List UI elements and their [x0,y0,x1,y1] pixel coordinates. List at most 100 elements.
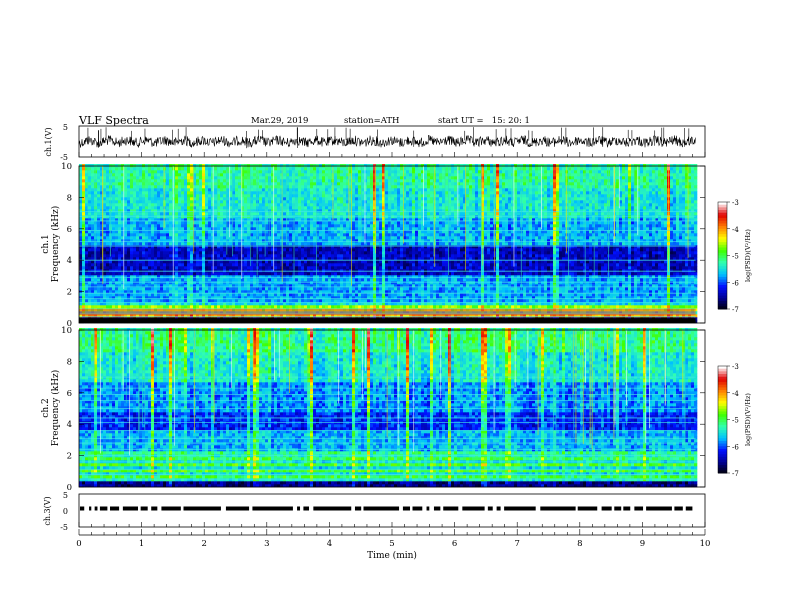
spectrogram-cell [214,284,218,288]
spectrogram-cell [334,293,338,297]
spectrogram-cell [268,263,272,267]
spectrogram-cell [625,305,629,309]
spectrogram-cell [346,278,350,282]
spectrogram-cell [505,278,509,282]
spectrogram-cell [229,266,233,270]
spectrogram-cell [247,251,251,255]
spectrogram-cell [676,302,680,306]
spectrogram-cell [121,299,125,303]
spectrogram-cell [688,305,692,309]
spectrogram-cell [295,263,299,267]
spectrogram-cell [598,254,602,258]
spectrogram-cell [235,281,239,285]
spectrogram-cell [139,269,143,273]
spectrogram-cell [394,305,398,309]
spectrogram-cell [94,302,98,306]
spectrogram-cell [526,302,530,306]
spectrogram-cell [397,287,401,291]
spectrogram-cell [688,284,692,288]
spectrogram-cell [682,281,686,285]
spectrogram-cell [682,314,686,318]
spectrogram-cell [178,281,182,285]
spectrogram-cell [682,269,686,273]
spectrogram-cell [583,290,587,294]
spectrogram-cell [457,284,461,288]
spectrogram-cell [157,281,161,285]
spectrogram-cell [226,287,230,291]
spectrogram-cell [136,269,140,273]
spectrogram-cell [349,302,353,306]
spectrogram-cell [628,281,632,285]
spectrogram-cell [502,269,506,273]
spectrogram-cell [499,302,503,306]
spectrogram-cell [571,284,575,288]
spectrogram-cell [220,254,224,258]
spectrogram-cell [202,296,206,300]
spectrogram-cell [574,302,578,306]
spectrogram-cell [130,299,134,303]
spectrogram-cell [391,296,395,300]
spectrogram-cell [136,299,140,303]
spectrogram-cell [361,254,365,258]
spectrogram-cell [595,284,599,288]
spectrogram-cell [595,287,599,291]
spectrogram-cell [694,317,698,321]
spectrogram-cell [460,272,464,276]
spectrogram-cell [250,287,254,291]
spectrogram-cell [130,296,134,300]
spectrogram-cell [670,281,674,285]
spectrogram-cell [484,269,488,273]
spectrogram-cell [304,266,308,270]
spectrogram-cell [94,269,98,273]
spectrogram-cell [142,269,146,273]
spectrogram-cell [562,293,566,297]
spectrogram-cell [145,296,149,300]
spectrogram-cell [232,287,236,291]
spectrogram-cell [442,281,446,285]
spectrogram-cell [382,314,386,318]
spectrogram-cell [379,299,383,303]
spectrogram-cell [631,266,635,270]
spectrogram-cell [400,293,404,297]
spectrogram-cell [229,299,233,303]
spectrogram-cell [130,251,134,255]
spectrogram-cell [376,299,380,303]
spectrogram-cell [145,287,149,291]
spectrogram-cell [352,266,356,270]
spectrogram-cell [589,269,593,273]
spectrogram-cell [391,266,395,270]
spectrogram-cell [295,299,299,303]
spectrogram-cell [163,287,167,291]
spectrogram-cell [628,290,632,294]
spectrogram-cell [310,299,314,303]
spectrogram-cell [640,296,644,300]
spectrogram-cell [481,314,485,318]
spectrogram-cell [673,254,677,258]
spectrogram-cell [319,251,323,255]
spectrogram-cell [136,314,140,318]
spectrogram-cell [187,314,191,318]
spectrogram-cell [436,284,440,288]
spectrogram-cell [226,296,230,300]
spectrogram-cell [289,302,293,306]
spectrogram-cell [550,302,554,306]
spectrogram-cell [664,287,668,291]
spectrogram-cell [571,293,575,297]
spectrogram-cell [145,293,149,297]
spectrogram-cell [394,278,398,282]
spectrogram-cell [151,305,155,309]
spectrogram-cell [259,269,263,273]
spectrogram-cell [478,299,482,303]
spectrogram-cell [205,284,209,288]
spectrogram-cell [403,254,407,258]
spectrogram-cell [643,278,647,282]
spectrogram-cell [130,263,134,267]
spectrogram-cell [493,293,497,297]
spectrogram-cell [421,251,425,255]
spectrogram-cell [625,272,629,276]
spectrogram-cell [337,254,341,258]
spectrogram-cell [532,305,536,309]
spectrogram-cell [517,269,521,273]
spectrogram-cell [439,254,443,258]
spectrogram-cell [313,251,317,255]
